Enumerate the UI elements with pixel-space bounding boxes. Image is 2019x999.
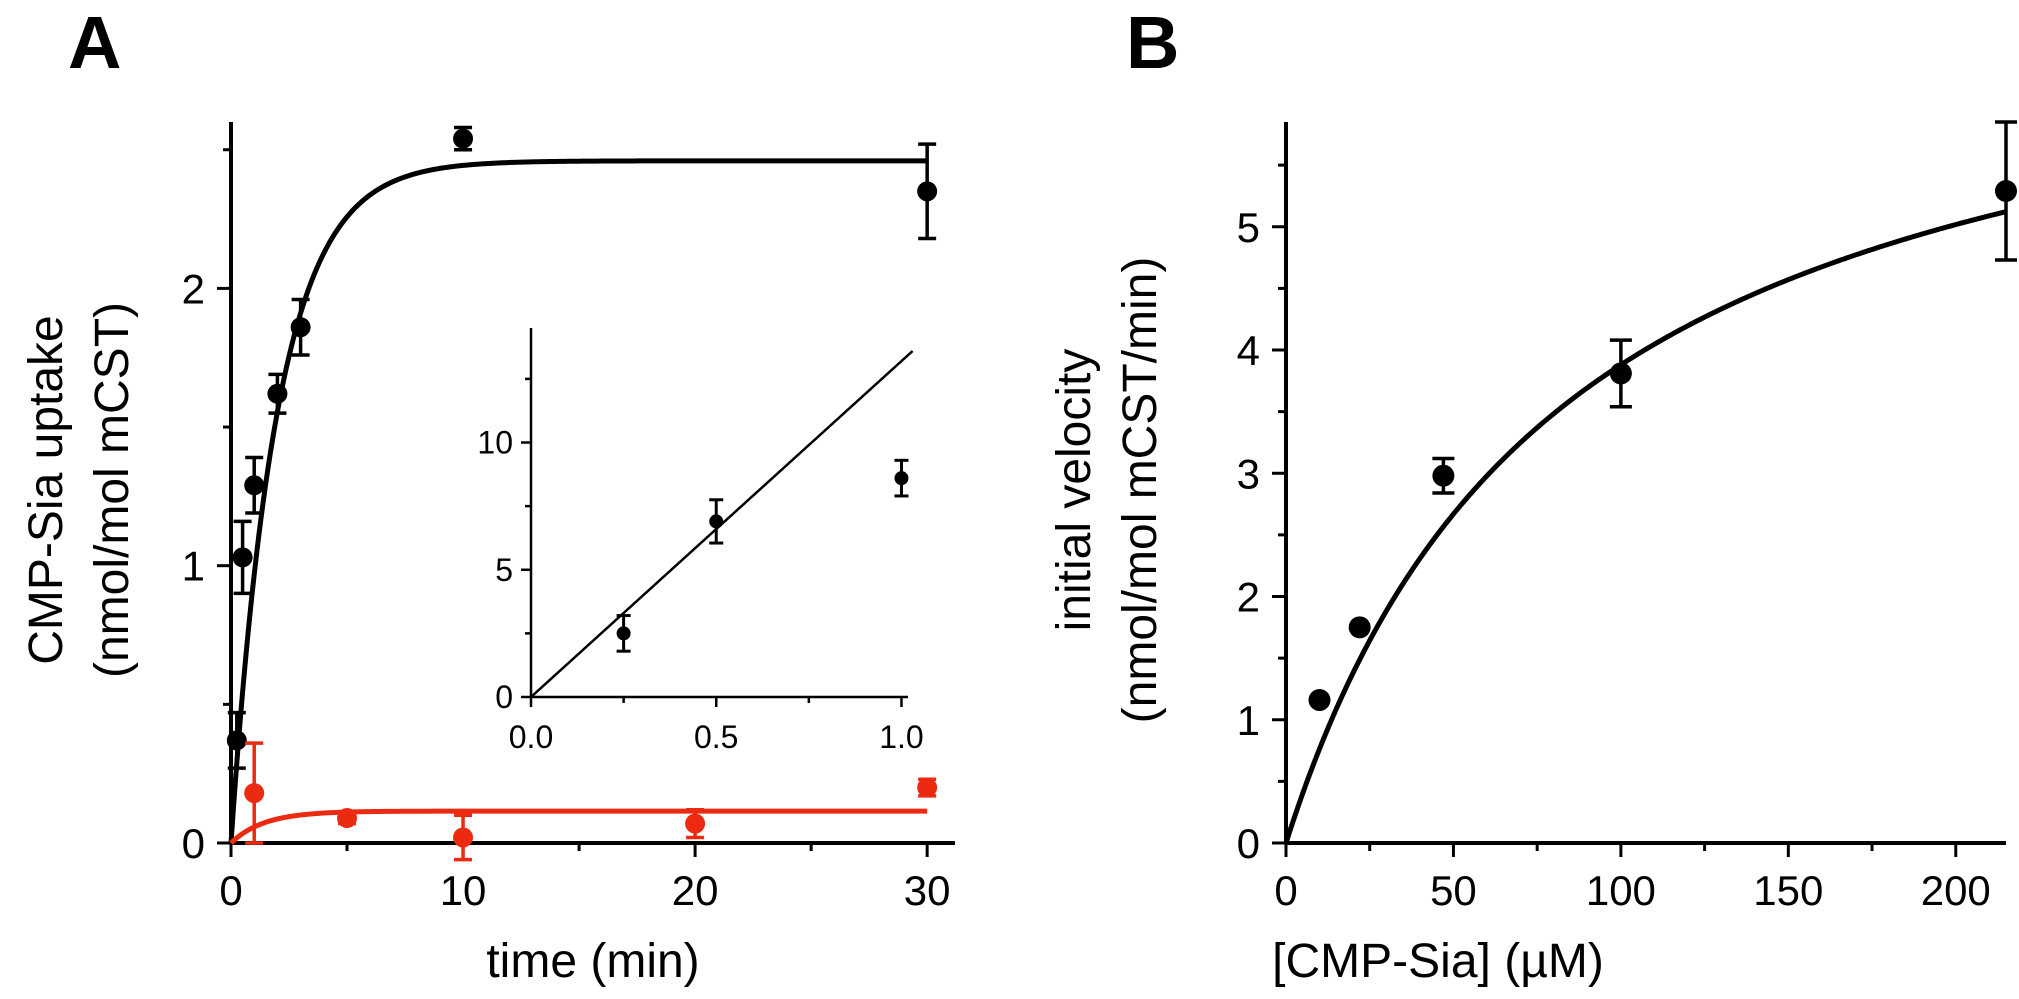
- inset-y-tick-label: 5: [495, 552, 513, 588]
- panel-b-y-axis-title-line-1: initial velocity: [1048, 349, 1101, 632]
- inset-point: [616, 626, 631, 641]
- panel-b-y-tick-label: 2: [1237, 574, 1260, 621]
- panel-a-x-tick-label: 0: [219, 867, 242, 914]
- panel-b-x-tick-label: 200: [1921, 867, 1991, 914]
- panel-b-y-tick-label: 5: [1237, 204, 1260, 251]
- panel-a-y-tick-label: 0: [182, 820, 205, 867]
- panel-a-red-series-point: [244, 783, 265, 804]
- panel-a-y-axis-title-line-2: (nmol/mol mCST): [86, 302, 139, 678]
- panel-b-y-tick-label: 4: [1237, 327, 1260, 374]
- panel-a-red-series-point: [337, 808, 358, 829]
- panel-b-chart: 0 50 100 150 200 0 1 2 3 4 5: [1237, 120, 2017, 914]
- panel-a-x-tick-label: 30: [904, 867, 951, 914]
- panel-a-red-series-fit-line: [229, 808, 928, 845]
- panel-b-x-axis-title: [CMP-Sia] (µM): [1272, 935, 1604, 988]
- panel-a-black-series-point: [290, 317, 311, 338]
- panel-a-x-tick-label: 10: [440, 867, 487, 914]
- panel-a-red-series-point: [453, 827, 474, 848]
- panel-b-letter: B: [1126, 1, 1179, 84]
- inset-x-tick-label: 1.0: [879, 719, 923, 755]
- panel-b-fit-line: [1283, 209, 2007, 844]
- panel-b-point: [1432, 464, 1455, 487]
- panel-b-y-tick-label: 1: [1237, 697, 1260, 744]
- panel-b-x-tick-label: 150: [1753, 867, 1823, 914]
- panel-b-x-tick-label: 100: [1586, 867, 1656, 914]
- panel-a-x-tick-label: 20: [672, 867, 719, 914]
- panel-a-black-series-point: [917, 181, 938, 202]
- panel-a-black-series-point: [226, 730, 247, 751]
- inset-y-tick-label: 0: [495, 679, 513, 715]
- panel-b-x-tick-label: 0: [1274, 867, 1297, 914]
- panel-a-chart: 0 10 20 30 0 1 2: [182, 122, 955, 914]
- panel-a-black-series-point: [232, 547, 253, 568]
- panel-a-letter: A: [68, 1, 121, 84]
- panel-b-y-tick-label: 3: [1237, 450, 1260, 497]
- inset-y-tick-label: 10: [477, 425, 513, 461]
- panel-a-inset-chart: 0.0 0.5 1.0 0 5 10: [477, 328, 924, 755]
- inset-point: [709, 514, 724, 529]
- panel-a-black-series-point: [453, 128, 474, 149]
- inset-x-tick-label: 0.0: [509, 719, 553, 755]
- panel-a-red-series-point: [917, 777, 938, 798]
- panel-a-black-series-point: [244, 475, 265, 496]
- panel-b-point: [1308, 689, 1331, 712]
- panel-a-red-series-point: [685, 813, 706, 834]
- panel-a-y-tick-label: 1: [182, 543, 205, 590]
- inset-point: [894, 471, 909, 486]
- inset-x-tick-label: 0.5: [694, 719, 738, 755]
- panel-a-black-series-fit-line: [228, 158, 928, 844]
- panel-a-black-series-point: [267, 383, 288, 404]
- panel-b-point: [1609, 362, 1632, 385]
- panel-b-point: [1995, 180, 2017, 203]
- panel-b-x-tick-label: 50: [1430, 867, 1477, 914]
- panel-a-y-tick-label: 2: [182, 265, 205, 312]
- panel-b-y-tick-label: 0: [1237, 820, 1260, 867]
- panel-b-y-axis-title-line-2: (nmol/mol mCST/min): [1114, 257, 1167, 724]
- panel-a-y-axis-title-line-1: CMP-Sia uptake: [20, 315, 73, 664]
- panel-a-x-axis-title: time (min): [486, 935, 699, 988]
- panel-b-point: [1348, 616, 1371, 639]
